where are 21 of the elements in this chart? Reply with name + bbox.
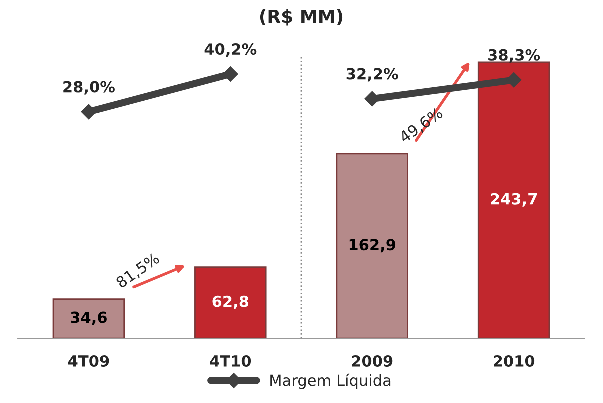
data-label: 28,0% [64, 81, 115, 95]
bar [52, 298, 126, 339]
data-label: 34,6 [71, 312, 107, 326]
point [364, 91, 380, 107]
point [81, 104, 97, 120]
data-label: 38,3% [488, 49, 540, 63]
data-label: 32,2% [346, 68, 398, 82]
x-tick-label: 2010 [494, 355, 535, 368]
point [223, 66, 238, 82]
bar [478, 62, 550, 339]
data-label: 40,2% [204, 43, 257, 57]
data-label: 62,8 [212, 296, 249, 310]
x-tick-label: 4T09 [68, 355, 110, 368]
legend-label: Margem Líquida [270, 374, 391, 390]
data-label: 162,9 [350, 239, 396, 253]
chart-title: (R$ MM) [260, 9, 343, 26]
bar [336, 153, 408, 339]
x-tick-label: 2009 [352, 355, 393, 368]
data-label: 243,7 [491, 193, 538, 207]
x-tick-label: 4T10 [210, 355, 252, 368]
bar [194, 266, 267, 339]
